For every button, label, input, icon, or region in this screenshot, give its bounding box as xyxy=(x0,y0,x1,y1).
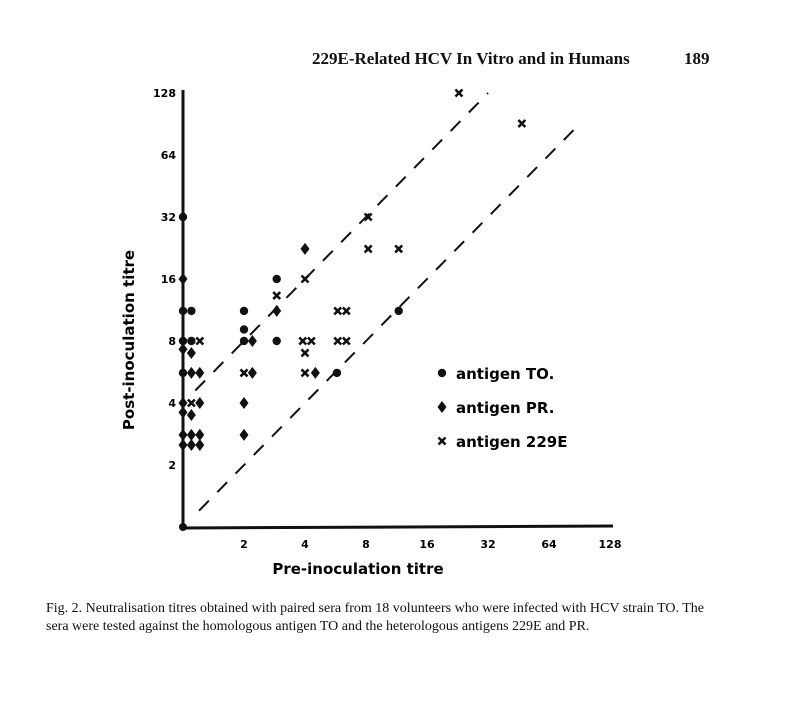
x-tick-label: 8 xyxy=(362,538,370,551)
y-tick-label: 16 xyxy=(161,273,177,286)
data-point-cross xyxy=(454,88,464,98)
origin-dot xyxy=(179,523,187,531)
data-point-diamond xyxy=(186,428,196,441)
data-point-diamond xyxy=(247,335,257,347)
data-point-diamond xyxy=(178,428,188,441)
data-point-circle xyxy=(272,336,281,346)
data-point-diamond xyxy=(247,366,257,379)
data-point-diamond xyxy=(195,428,205,441)
legend-marker-diamond xyxy=(437,401,447,413)
legend-marker-circle xyxy=(437,368,447,378)
data-point-diamond xyxy=(178,343,188,356)
data-point-diamond xyxy=(239,428,249,441)
data-point-diamond xyxy=(178,397,188,409)
data-point-cross xyxy=(333,306,343,316)
x-tick-label: 32 xyxy=(480,538,495,551)
data-point-diamond xyxy=(195,366,205,379)
x-axis xyxy=(180,524,614,530)
data-point-diamond xyxy=(310,366,320,379)
reference-line xyxy=(194,92,489,392)
y-tick-label: 4 xyxy=(168,397,176,410)
y-tick-label: 128 xyxy=(153,87,176,100)
y-tick-label: 32 xyxy=(161,211,176,224)
legend-label: antigen TO. xyxy=(456,365,554,383)
data-point-cross xyxy=(363,212,373,222)
data-point-diamond xyxy=(300,242,310,255)
data-point-cross xyxy=(298,336,308,346)
x-tick-label: 128 xyxy=(599,538,622,551)
data-point-diamond xyxy=(186,346,196,359)
data-point-cross xyxy=(341,306,351,316)
data-point-cross xyxy=(306,336,316,346)
figure-caption: Fig. 2. Neutralisation titres obtained w… xyxy=(46,601,704,634)
legend: antigen TO. antigen PR. antigen 229E xyxy=(437,365,567,451)
legend-marker-cross xyxy=(437,436,447,446)
data-point-circle xyxy=(394,306,403,316)
data-point-diamond xyxy=(195,439,205,452)
x-tick-label: 16 xyxy=(419,538,435,551)
data-point-cross xyxy=(341,336,351,346)
x-axis-label: Pre-inoculation titre xyxy=(272,560,443,578)
data-point-circle xyxy=(178,306,188,316)
x-tick-label: 2 xyxy=(240,538,248,551)
data-point-diamond xyxy=(178,273,188,285)
data-point-cross xyxy=(272,291,282,300)
data-point-circle xyxy=(239,336,249,346)
data-point-circle xyxy=(187,306,196,316)
data-point-circle xyxy=(239,306,249,316)
data-point-cross xyxy=(394,244,404,254)
y-tick-label: 8 xyxy=(168,335,176,348)
data-point-diamond xyxy=(195,397,205,409)
data-point-diamond xyxy=(178,406,188,419)
data-point-diamond xyxy=(186,408,196,421)
legend-label: antigen 229E xyxy=(456,433,567,451)
data-point-cross xyxy=(186,398,196,408)
data-point-circle xyxy=(187,336,196,346)
legend-label: antigen PR. xyxy=(456,399,554,417)
running-title: 229E-Related HCV In Vitro and in Humans xyxy=(312,49,630,68)
data-point-diamond xyxy=(272,304,282,317)
data-point-diamond xyxy=(239,397,249,409)
y-tick-label: 64 xyxy=(161,149,177,162)
y-tick-label: 2 xyxy=(168,459,176,472)
reference-line xyxy=(198,123,580,512)
data-point-circle xyxy=(272,274,281,284)
data-point-circle xyxy=(239,325,249,334)
data-point-cross xyxy=(517,119,527,128)
data-point-cross xyxy=(363,244,373,254)
x-tick-label: 4 xyxy=(301,538,309,551)
data-point-circle xyxy=(332,368,342,378)
data-point-cross xyxy=(333,336,343,346)
page-number: 189 xyxy=(684,49,710,68)
data-point-cross xyxy=(300,368,310,378)
data-point-circle xyxy=(178,336,188,346)
data-point-cross xyxy=(300,348,310,358)
data-point-circle xyxy=(178,368,188,378)
data-point-cross xyxy=(239,368,249,378)
data-point-diamond xyxy=(186,366,196,379)
data-point-diamond xyxy=(178,439,188,452)
data-point-circle xyxy=(178,212,188,222)
y-axis-label: Post-inoculation titre xyxy=(120,250,138,430)
data-point-cross xyxy=(300,274,310,284)
x-tick-label: 64 xyxy=(541,538,557,551)
data-point-cross xyxy=(195,336,205,346)
data-point-diamond xyxy=(186,439,196,452)
